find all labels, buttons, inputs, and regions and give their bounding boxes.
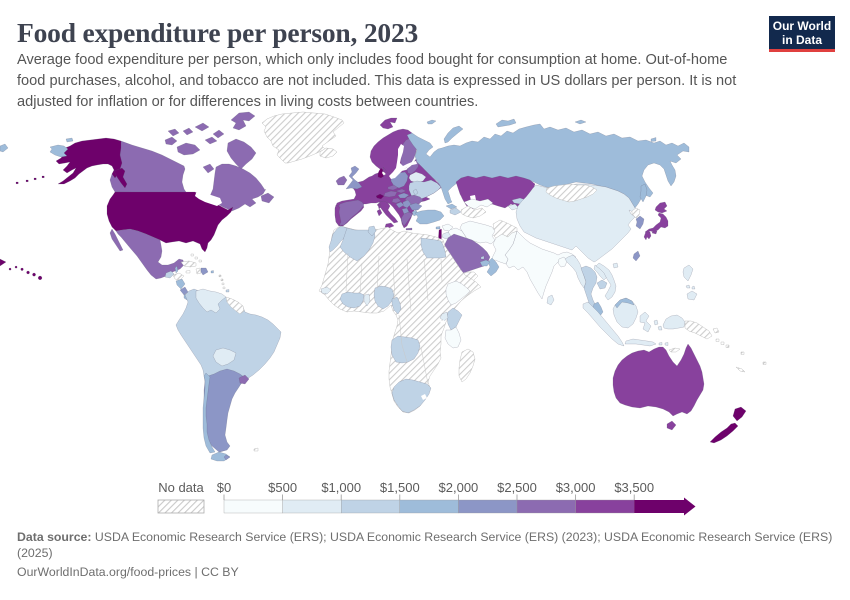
svg-text:$2,500: $2,500 bbox=[497, 480, 537, 495]
svg-text:$1,500: $1,500 bbox=[380, 480, 420, 495]
svg-text:$2,000: $2,000 bbox=[439, 480, 479, 495]
svg-text:No data: No data bbox=[158, 480, 204, 495]
svg-text:$0: $0 bbox=[217, 480, 231, 495]
svg-text:$3,000: $3,000 bbox=[556, 480, 596, 495]
svg-text:$500: $500 bbox=[268, 480, 297, 495]
svg-text:$1,000: $1,000 bbox=[321, 480, 361, 495]
svg-text:$3,500: $3,500 bbox=[614, 480, 654, 495]
